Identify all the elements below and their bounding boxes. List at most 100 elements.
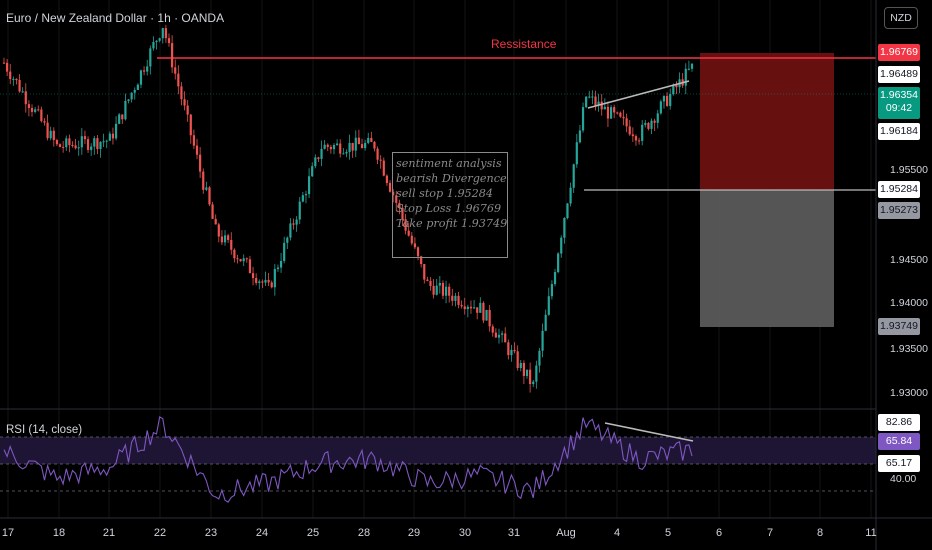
candle: [18, 74, 21, 93]
candle: [594, 90, 597, 111]
candle: [370, 131, 373, 143]
candle: [385, 174, 389, 186]
candle: [460, 300, 463, 309]
stop-loss-zone: [700, 53, 834, 190]
candle: [507, 339, 510, 360]
price-divergence-line[interactable]: [587, 80, 690, 109]
candle: [114, 116, 118, 141]
candle: [529, 362, 532, 393]
candle: [684, 63, 687, 95]
candle: [364, 139, 367, 151]
candle: [497, 328, 501, 344]
candle: [662, 95, 666, 109]
candle: [469, 300, 473, 314]
candle: [261, 279, 264, 289]
candle: [139, 69, 143, 89]
candle: [192, 129, 196, 150]
candle: [476, 307, 479, 320]
candle: [557, 252, 560, 274]
candle: [500, 330, 504, 343]
candle: [544, 309, 547, 332]
candle: [15, 78, 18, 85]
time-label: Aug: [556, 527, 576, 539]
candle: [541, 323, 544, 358]
candle: [675, 81, 678, 95]
analysis-note[interactable]: sentiment analysis bearish Divergence se…: [392, 152, 508, 258]
candle: [479, 297, 482, 313]
candle: [242, 254, 245, 267]
candle: [432, 279, 435, 299]
candle: [295, 216, 298, 232]
candle: [553, 268, 557, 287]
candle: [423, 264, 426, 284]
candle: [339, 139, 342, 158]
candle: [52, 127, 55, 147]
candle: [398, 199, 401, 215]
rsi-title[interactable]: RSI (14, close): [6, 424, 83, 436]
candle: [77, 140, 80, 156]
candle: [245, 257, 248, 263]
candle: [158, 37, 161, 43]
candle: [9, 63, 12, 85]
candle: [360, 138, 364, 149]
candle: [164, 24, 167, 43]
candle: [12, 76, 15, 86]
candle: [301, 191, 304, 203]
candle: [34, 106, 37, 114]
candle: [382, 157, 385, 177]
time-label: 31: [507, 527, 521, 539]
candle: [659, 99, 662, 115]
countdown: 09:42: [885, 102, 913, 114]
candle: [133, 87, 136, 100]
time-label: 7: [766, 527, 774, 539]
candle: [171, 35, 174, 74]
candle: [6, 58, 9, 76]
candle: [255, 273, 258, 286]
candle: [264, 271, 267, 286]
candle: [650, 118, 653, 135]
candle: [183, 91, 186, 111]
candle: [441, 280, 445, 300]
candle: [27, 100, 31, 117]
candle: [588, 90, 591, 99]
rsi-divergence-line[interactable]: [604, 422, 694, 442]
time-label: 5: [664, 527, 672, 539]
candle: [510, 344, 513, 362]
candle: [631, 127, 634, 142]
candle: [202, 168, 205, 194]
candle: [448, 283, 451, 303]
note-line: sentiment analysis: [396, 157, 502, 170]
candle: [395, 190, 398, 211]
currency-button[interactable]: NZD: [884, 7, 918, 29]
candle: [276, 264, 280, 272]
candle: [404, 213, 407, 235]
symbol-title[interactable]: Euro / New Zealand Dollar · 1h · OANDA: [6, 11, 225, 25]
candle: [575, 133, 578, 168]
candle: [585, 96, 588, 109]
candle: [342, 148, 345, 155]
candle: [130, 92, 133, 103]
candle: [485, 309, 488, 321]
candle: [2, 57, 6, 64]
time-label: 11: [865, 527, 877, 539]
candle: [289, 218, 292, 241]
candle: [451, 288, 454, 306]
candle: [563, 217, 566, 244]
candle: [429, 277, 432, 291]
candle: [535, 360, 538, 389]
candle: [329, 144, 332, 154]
candle: [37, 105, 40, 112]
candle: [65, 135, 68, 151]
candle: [351, 142, 354, 158]
candle: [413, 237, 417, 249]
candle: [665, 92, 669, 107]
candle: [105, 139, 108, 149]
candle: [491, 324, 494, 337]
candle: [304, 190, 308, 204]
time-label: 22: [153, 527, 167, 539]
price-label: 1.95500: [890, 164, 928, 176]
time-label: 18: [52, 527, 66, 539]
candle: [227, 233, 230, 243]
candle: [609, 104, 613, 120]
